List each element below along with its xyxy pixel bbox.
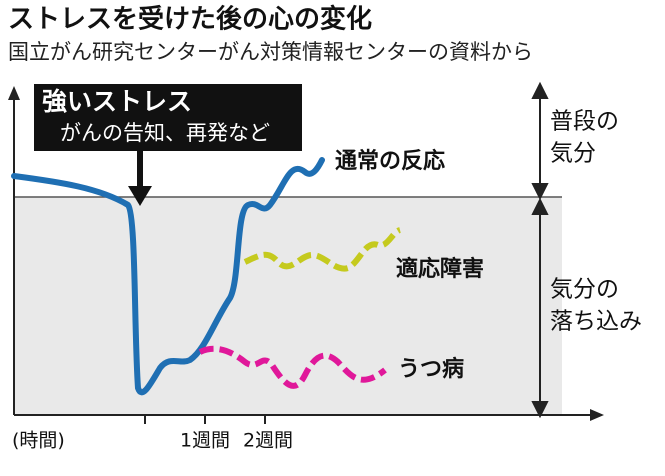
zone-arrows: [531, 81, 549, 419]
x-label: (時間): [12, 430, 65, 452]
y-axis-arrow: [8, 86, 20, 100]
title: ストレスを受けた後の心の変化: [8, 4, 372, 35]
callout-line: がんの告知、再発など: [60, 121, 270, 145]
adjustment-curve: [243, 227, 402, 272]
x-label: 1週間: [180, 430, 230, 452]
zone-label: 普段の: [550, 109, 619, 135]
x-label: 2週間: [243, 430, 293, 452]
curve-label: 適応障害: [396, 256, 484, 282]
curve-label: うつ病: [398, 356, 464, 382]
subtitle: 国立がん研究センターがん対策情報センターの資料から: [8, 40, 533, 64]
callout-box: [34, 84, 302, 151]
low-zone: [14, 197, 562, 415]
zone-label: 気分の: [550, 277, 619, 303]
callout-arrowhead: [128, 186, 152, 206]
zone-label: 落ち込み: [550, 309, 642, 335]
normal-curve: [11, 157, 325, 396]
depression-curve: [198, 345, 387, 389]
curve-label: 通常の反応: [335, 148, 445, 174]
zone-label: 気分: [550, 141, 596, 167]
x-axis-arrow: [590, 409, 604, 421]
callout-line: 強いストレス: [42, 87, 192, 116]
x-ticks: [144, 415, 266, 424]
